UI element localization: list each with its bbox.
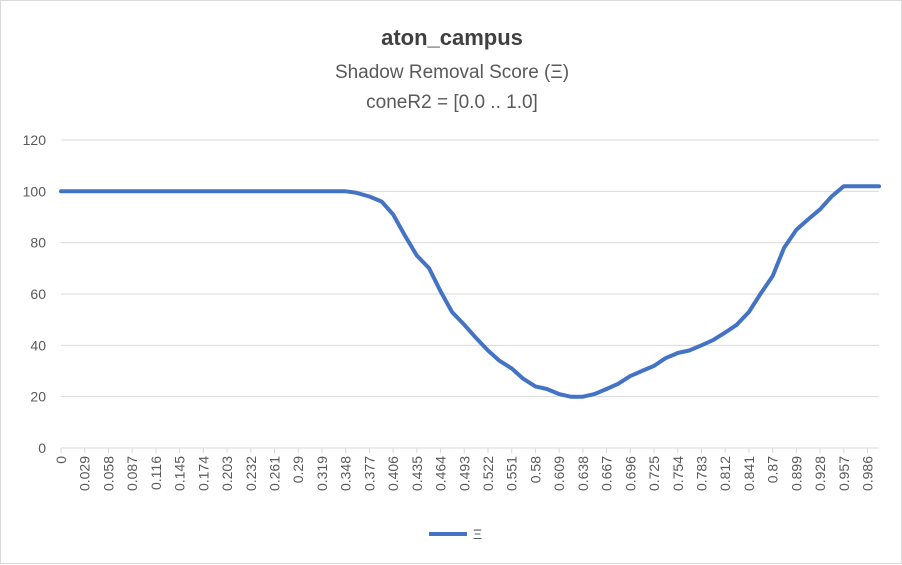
y-tick-label: 40 — [30, 337, 46, 353]
x-tick-label: 0.986 — [860, 456, 876, 491]
gridlines — [61, 139, 879, 449]
chart-subtitle-line-2: coneR2 = [0.0 .. 1.0] — [366, 92, 538, 113]
x-tick-label: 0.754 — [670, 456, 686, 491]
y-tick-label: 0 — [38, 440, 46, 456]
x-tick-label: 0.029 — [77, 456, 93, 491]
x-tick-label: 0.696 — [622, 456, 638, 491]
legend-label: Ξ — [473, 526, 482, 542]
x-tick-label: 0.058 — [100, 456, 116, 491]
chart-title: aton_campus — [381, 25, 523, 50]
x-tick-label: 0.087 — [124, 456, 140, 491]
y-axis: 0 20 40 60 80 100 120 — [23, 132, 47, 456]
x-tick-label: 0.29 — [290, 456, 306, 483]
y-tick-label: 120 — [23, 132, 47, 148]
x-tick-label: 0.638 — [575, 456, 591, 491]
x-tick-label: 0.928 — [812, 456, 828, 491]
y-tick-label: 100 — [23, 183, 47, 199]
x-tick-label: 0.464 — [433, 456, 449, 491]
y-tick-label: 80 — [30, 235, 46, 251]
x-tick-label: 0.841 — [741, 456, 757, 491]
chart-subtitle-line-1: Shadow Removal Score (Ξ) — [335, 62, 569, 83]
x-tick-label: 0.87 — [765, 456, 781, 483]
x-tick-label: 0.116 — [148, 456, 164, 490]
x-tick-label: 0 — [53, 456, 69, 464]
x-tick-label: 0.319 — [314, 456, 330, 491]
x-tick-label: 0.377 — [361, 456, 377, 491]
x-tick-label: 0.203 — [219, 456, 235, 491]
x-tick-label: 0.957 — [836, 456, 852, 491]
x-tick-label: 0.783 — [693, 456, 709, 491]
x-tick-label: 0.667 — [599, 456, 615, 491]
x-tick-label: 0.348 — [338, 456, 354, 491]
x-tick-label: 0.899 — [788, 456, 804, 491]
x-tick-label: 0.174 — [195, 456, 211, 491]
x-tick-label: 0.609 — [551, 456, 567, 491]
x-tick-label: 0.725 — [646, 456, 662, 491]
x-tick-label: 0.261 — [266, 456, 282, 491]
x-tick-label: 0.145 — [172, 456, 188, 491]
x-tick-label: 0.493 — [456, 456, 472, 491]
x-tick-label: 0.435 — [409, 456, 425, 491]
x-tick-label: 0.812 — [717, 456, 733, 491]
legend: Ξ — [429, 526, 482, 542]
series-line-xi — [59, 184, 881, 399]
x-tick-label: 0.551 — [504, 456, 520, 491]
x-tick-label: 0.522 — [480, 456, 496, 491]
y-tick-label: 60 — [30, 286, 46, 302]
x-axis: 0 0.029 0.058 0.087 0.116 0.145 0.174 0.203 0.23… — [53, 448, 876, 491]
series-group — [59, 184, 881, 399]
x-tick-label: 0.406 — [385, 456, 401, 491]
x-tick-label: 0.232 — [243, 456, 259, 491]
x-tick-label: 0.58 — [527, 456, 543, 483]
y-tick-label: 20 — [30, 389, 46, 405]
